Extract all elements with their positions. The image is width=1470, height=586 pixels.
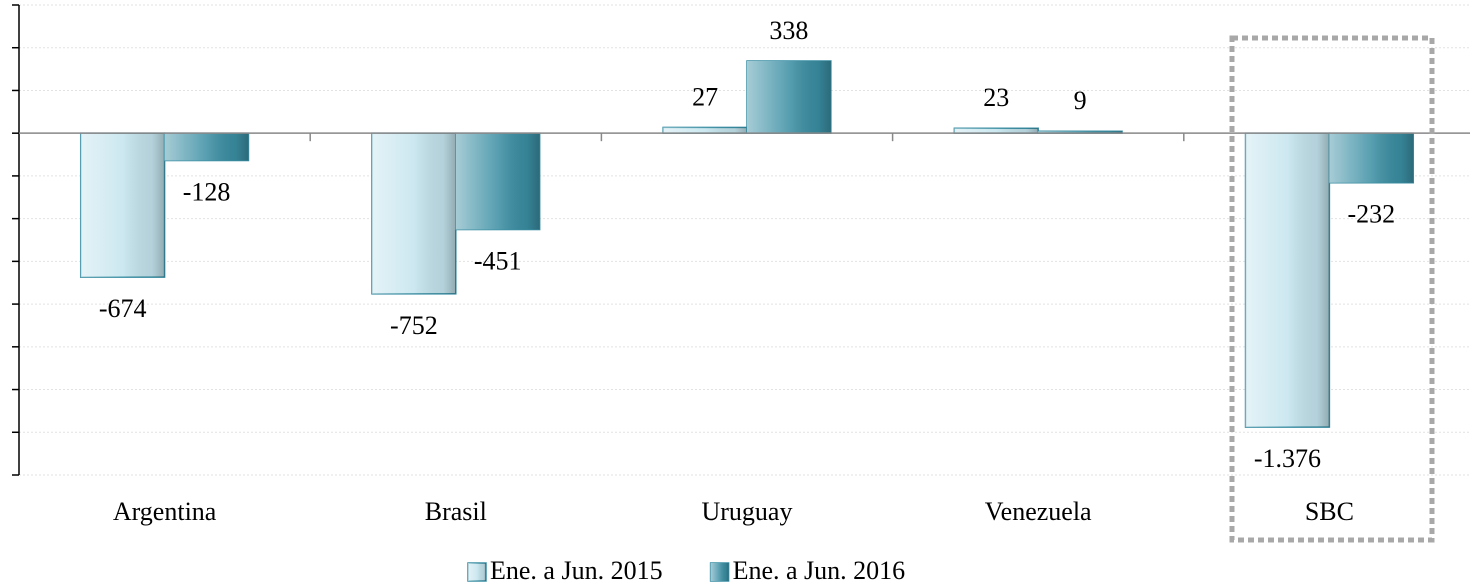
data-label: -451 — [474, 247, 522, 276]
bar-shine — [371, 133, 456, 294]
data-label: 9 — [1074, 86, 1087, 115]
x-tick-label: SBC — [1305, 497, 1354, 526]
data-label: 23 — [983, 83, 1009, 112]
legend: Ene. a Jun. 2015 Ene. a Jun. 2016 — [467, 556, 906, 585]
data-label: -752 — [390, 311, 438, 340]
bar-shine — [80, 133, 165, 278]
bar-shine — [164, 133, 249, 161]
legend-shine — [710, 563, 729, 581]
bar-shine — [1038, 131, 1123, 134]
legend-shine — [468, 563, 486, 581]
x-tick-label: Uruguay — [702, 497, 793, 526]
bar-shine — [663, 127, 747, 134]
bar-shine — [455, 133, 540, 230]
x-tick-label: Argentina — [113, 497, 217, 526]
x-tick-label: Venezuela — [985, 497, 1092, 526]
bar-shine — [747, 60, 831, 134]
data-label: -128 — [183, 177, 231, 206]
bar-shine — [1329, 133, 1414, 183]
data-label: 338 — [769, 16, 808, 45]
data-label: 27 — [692, 82, 718, 111]
legend-label: Ene. a Jun. 2015 — [490, 556, 663, 585]
data-label: -232 — [1347, 200, 1395, 229]
legend-label: Ene. a Jun. 2016 — [733, 556, 906, 585]
data-label: -674 — [99, 294, 147, 323]
highlight-box — [1229, 35, 1435, 543]
bar-shine — [954, 128, 1039, 134]
x-tick-label: Brasil — [425, 497, 487, 526]
data-label: -1.376 — [1254, 444, 1321, 473]
bar-shine — [1245, 133, 1330, 428]
